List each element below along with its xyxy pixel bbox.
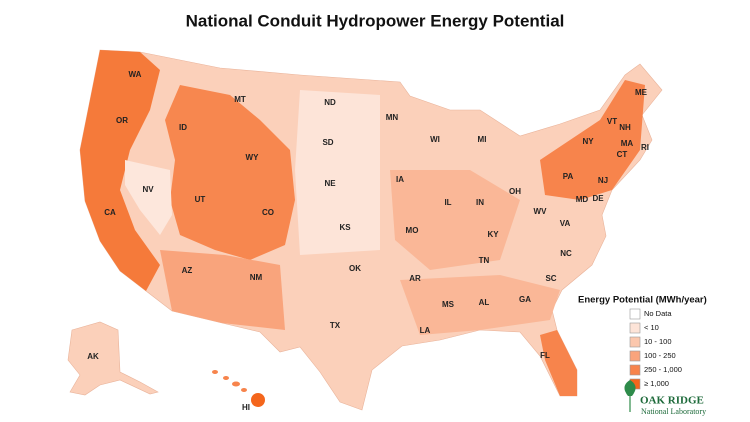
state-label: LA [420,326,431,335]
state-label: KY [487,230,499,239]
alaska-shape [67,321,159,396]
legend-label: 100 - 250 [644,351,676,360]
logo-subtitle: National Laboratory [641,407,706,416]
state-label: TN [479,256,490,265]
hawaii-island [241,388,247,392]
legend: Energy Potential (MWh/year) No Data < 10 1… [578,295,707,390]
hawaii-island [251,393,265,407]
state-label: NY [582,137,594,146]
legend-label: No Data [644,309,672,318]
state-label: CO [262,208,274,217]
state-label: DE [592,194,604,203]
legend-label: 250 - 1,000 [644,365,682,374]
state-label: MD [576,195,589,204]
legend-swatch [629,336,641,348]
state-label: MI [478,135,487,144]
state-label: OR [116,116,128,125]
legend-label: ≥ 1,000 [644,379,669,388]
south-mid [400,275,560,335]
state-label: IA [396,175,404,184]
state-label: MT [234,95,246,104]
state-label: MN [386,113,399,122]
legend-title: Energy Potential (MWh/year) [578,295,707,306]
hawaii-island [232,381,240,387]
state-label: SC [545,274,556,283]
state-label: RI [641,143,649,152]
state-label: AR [409,274,421,283]
state-label: PA [563,172,574,181]
state-label: ME [635,88,648,97]
state-label: NE [324,179,336,188]
state-label: MO [406,226,419,235]
state-label: AK [87,352,99,361]
state-label: ID [179,123,187,132]
rockies-high [165,85,295,260]
legend-swatch [629,364,641,376]
state-label: MS [442,300,455,309]
plains-low [295,90,380,255]
state-label: SD [322,138,333,147]
hawaii [212,370,265,407]
state-label: NH [619,123,631,132]
hawaii-island [212,370,218,374]
legend-label: 10 - 100 [644,337,672,346]
state-label: CA [104,208,116,217]
state-label: ND [324,98,336,107]
state-label: GA [519,295,531,304]
northeast-high [540,80,645,200]
state-label: VT [607,117,617,126]
florida-high [540,330,577,396]
alaska [67,321,159,396]
state-label: UT [195,195,206,204]
state-label: TX [330,321,341,330]
state-label: WY [246,153,260,162]
state-label: WV [534,207,548,216]
state-label: AL [479,298,490,307]
state-label: OH [509,187,521,196]
state-label: CT [617,150,628,159]
state-label: WI [430,135,440,144]
legend-swatch [629,350,641,362]
conus [79,49,663,411]
state-label: KS [339,223,351,232]
logo-leaf [624,380,636,396]
midwest-mid [390,170,520,270]
logo-name: OAK RIDGE [640,395,704,407]
state-label: NV [142,185,154,194]
legend-label: < 10 [644,323,659,332]
legend-swatch [629,322,641,334]
state-label: NC [560,249,572,258]
state-label: OK [349,264,361,273]
state-label: FL [540,351,550,360]
map-title: National Conduit Hydropower Energy Poten… [186,11,565,30]
hawaii-island [223,376,229,380]
state-label: WA [129,70,142,79]
state-label: AZ [182,266,193,275]
state-label: HI [242,403,250,412]
southwest-high [160,250,285,330]
state-label: MA [621,139,634,148]
state-label: IN [476,198,484,207]
logo: OAK RIDGE National Laboratory [624,380,706,416]
state-label: NJ [598,176,608,185]
state-label: NM [250,273,263,282]
legend-swatch [629,308,641,320]
west-coast-high [80,50,160,291]
state-label: IL [444,198,451,207]
state-label: VA [560,219,571,228]
nevada-low [125,160,172,235]
